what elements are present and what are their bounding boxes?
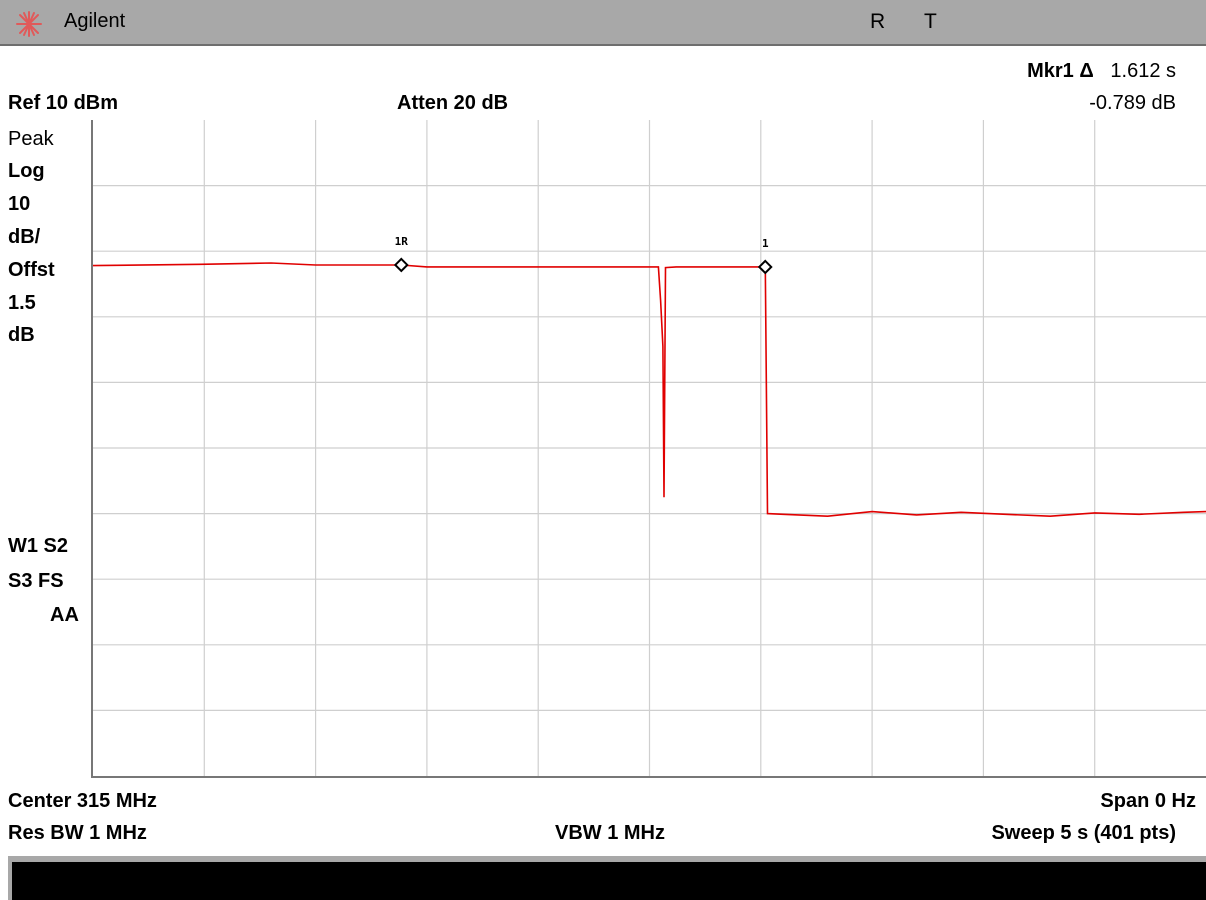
marker-label: Mkr1 Δ [1027, 60, 1094, 82]
offset-label: Offst [8, 259, 55, 281]
marker-delta: -0.789 dB [1089, 92, 1176, 114]
span-value: Span 0 Hz [1100, 790, 1196, 812]
trace-plot: 1R 1 [91, 120, 1206, 778]
attenuation: Atten 20 dB [397, 92, 509, 114]
scale-value: 10 [8, 193, 31, 215]
remote-flag: R [870, 10, 886, 33]
trace-graticule: 1R 1 [93, 120, 1206, 776]
trace-mode-3: AA [50, 604, 79, 626]
sweep-time: Sweep 5 s (401 pts) [991, 822, 1176, 844]
trace-mode-2: S3 FS [8, 570, 64, 592]
command-line-area[interactable] [12, 862, 1206, 900]
marker-diamond-1r[interactable] [393, 257, 409, 273]
marker-label-1: 1 [762, 237, 769, 250]
video-bandwidth: VBW 1 MHz [555, 822, 665, 844]
trigger-flag: T [924, 10, 937, 33]
detector-label: Peak [8, 128, 54, 150]
offset-value: 1.5 [8, 292, 36, 314]
offset-unit: dB [8, 324, 35, 346]
brand-name: Agilent [64, 10, 126, 32]
marker-label-1r: 1R [395, 235, 409, 248]
marker-time: 1.612 s [1110, 60, 1176, 82]
trace-line [93, 262, 1206, 518]
title-bar: Agilent R T [0, 0, 1206, 46]
trace-mode-1: W1 S2 [8, 535, 69, 557]
scale-type: Log [8, 160, 45, 182]
scale-unit: dB/ [8, 226, 41, 248]
marker-readout: Mkr1 Δ 1.612 s [1027, 60, 1176, 83]
ref-level: Ref 10 dBm [8, 92, 119, 114]
agilent-spark-icon [16, 11, 42, 37]
resolution-bandwidth: Res BW 1 MHz [8, 822, 147, 844]
marker-diamond-1[interactable] [757, 259, 773, 275]
command-bar [8, 856, 1206, 900]
center-frequency: Center 315 MHz [8, 790, 157, 812]
